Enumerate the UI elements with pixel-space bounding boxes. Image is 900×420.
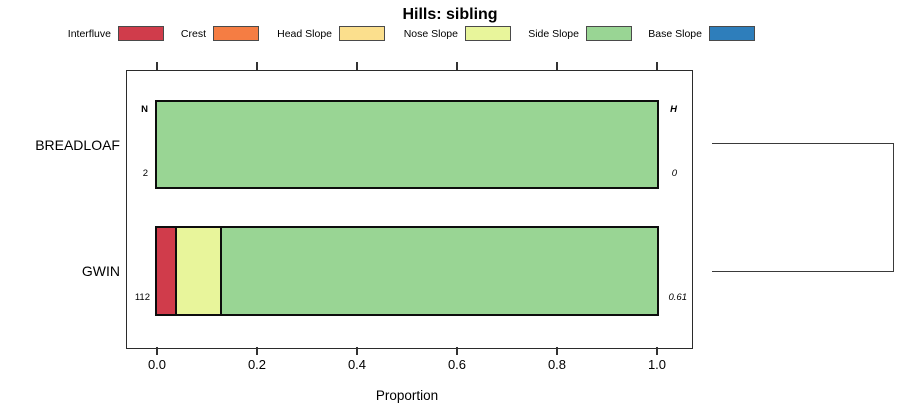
legend-item-nose-slope: Nose Slope — [404, 25, 511, 42]
legend-item-head-slope: Head Slope — [277, 25, 385, 42]
h-header: H — [670, 104, 677, 115]
axis-tick — [556, 62, 558, 70]
stacked-bar-gwin — [155, 226, 659, 316]
legend-label: Interfluve — [67, 27, 111, 40]
legend-item-interfluve: Interfluve — [68, 25, 164, 42]
legend-swatch-base-slope — [709, 26, 755, 41]
axis-tick — [556, 347, 558, 355]
legend-label: Nose Slope — [403, 27, 458, 40]
x-tick-label: 0.0 — [147, 357, 167, 372]
legend-swatch-side-slope — [586, 26, 632, 41]
n-header: N — [141, 104, 148, 115]
bar-segment-interfluve — [157, 228, 175, 314]
axis-tick — [656, 347, 658, 355]
legend-item-side-slope: Side Slope — [528, 25, 632, 42]
axis-tick — [656, 62, 658, 70]
category-label-gwin: GWIN — [81, 263, 120, 279]
legend-label: Base Slope — [648, 27, 702, 40]
legend-label: Head Slope — [277, 27, 332, 40]
axis-tick — [356, 347, 358, 355]
axis-tick — [156, 62, 158, 70]
category-label-breadloaf: BREADLOAF — [35, 137, 120, 153]
axis-tick — [156, 347, 158, 355]
axis-tick — [256, 347, 258, 355]
legend-swatch-nose-slope — [465, 26, 511, 41]
legend-swatch-head-slope — [339, 26, 385, 41]
bar-segment-nose-slope — [174, 228, 220, 314]
legend-swatch-interfluve — [118, 26, 164, 41]
x-tick-label: 0.2 — [247, 357, 267, 372]
axis-tick — [256, 62, 258, 70]
n-value-breadloaf: 2 — [142, 168, 148, 179]
h-value-gwin: 0.61 — [668, 292, 688, 303]
x-tick-label: 0.8 — [547, 357, 567, 372]
chart-title: Hills: sibling — [402, 6, 498, 23]
h-value-breadloaf: 0 — [671, 168, 677, 179]
dendrogram-bracket — [712, 143, 894, 272]
legend-label: Side Slope — [528, 27, 579, 40]
legend-label: Crest — [180, 27, 206, 40]
axis-tick — [456, 347, 458, 355]
n-value-gwin: 112 — [134, 292, 150, 303]
axis-tick — [356, 62, 358, 70]
x-tick-label: 0.6 — [447, 357, 467, 372]
bar-segment-side-slope — [219, 228, 657, 314]
stacked-bar-breadloaf — [155, 100, 659, 189]
x-tick-label: 1.0 — [647, 357, 667, 372]
x-axis-title: Proportion — [375, 388, 439, 403]
bar-segment-side-slope — [157, 102, 657, 187]
legend-item-base-slope: Base Slope — [648, 25, 755, 42]
legend-item-crest: Crest — [181, 25, 259, 42]
axis-tick — [456, 62, 458, 70]
x-tick-label: 0.4 — [347, 357, 367, 372]
legend-swatch-crest — [213, 26, 259, 41]
